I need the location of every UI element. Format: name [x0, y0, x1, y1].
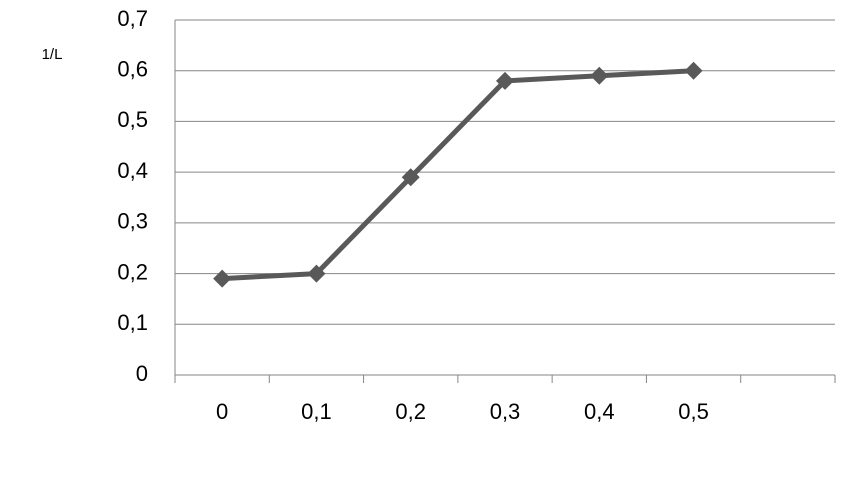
x-tick-label: 0,2	[395, 399, 426, 424]
x-tick-label: 0,4	[584, 399, 615, 424]
marker	[496, 71, 514, 90]
x-tick-label: 0,3	[490, 399, 521, 424]
y-tick-label: 0,5	[117, 107, 148, 132]
marker	[213, 269, 232, 288]
marker	[307, 264, 326, 283]
y-tick-label: 0	[136, 361, 148, 386]
x-tick-label: 0	[216, 399, 228, 424]
x-tick-label: 0,1	[301, 399, 332, 424]
y-tick-label: 0,4	[117, 158, 148, 183]
y-tick-label: 0,2	[117, 259, 148, 284]
marker	[684, 61, 703, 80]
y-tick-label: 0,3	[117, 209, 148, 234]
y-tick-label: 0,6	[117, 57, 148, 82]
y-tick-label: 0,7	[117, 6, 148, 31]
marker	[401, 168, 420, 187]
marker	[590, 66, 609, 85]
y-tick-label: 0,1	[117, 310, 148, 335]
x-tick-label: 0,5	[678, 399, 709, 424]
y-axis-label: 1/L	[42, 46, 63, 63]
line	[222, 68, 694, 282]
